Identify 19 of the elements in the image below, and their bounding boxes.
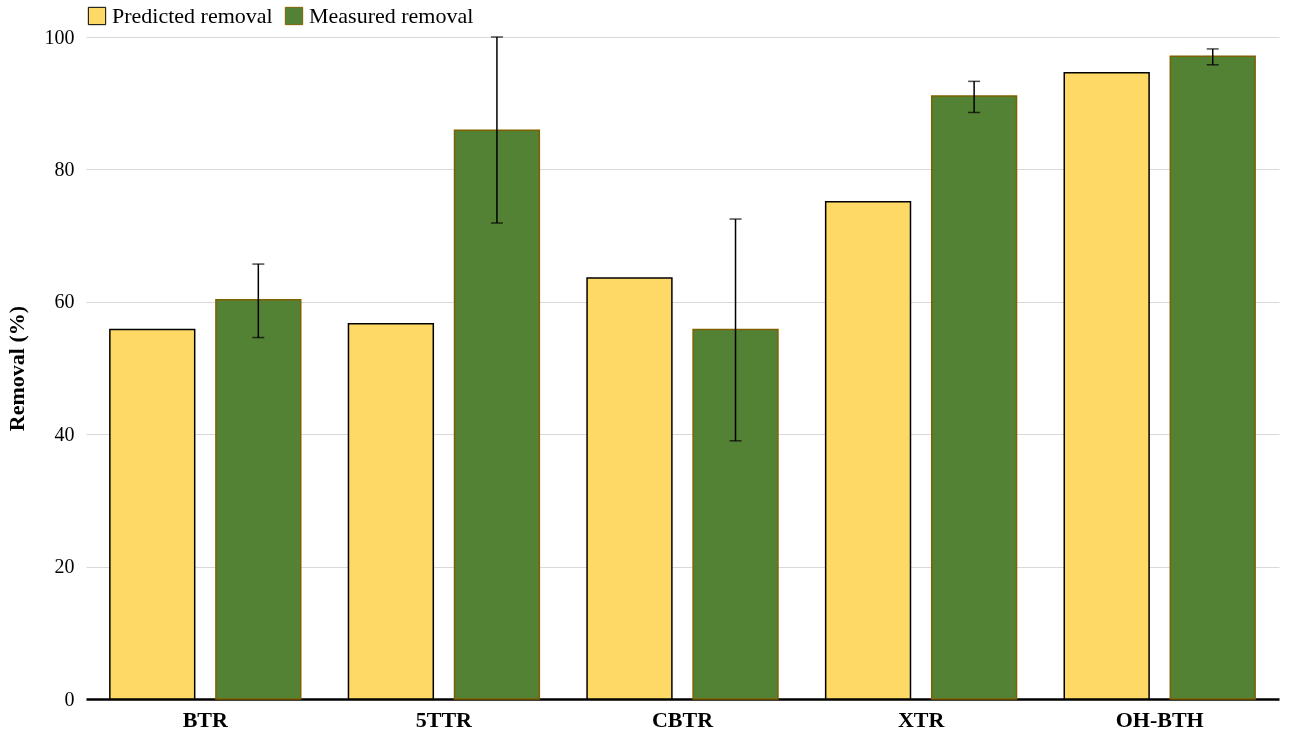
legend-label: Predicted removal [112, 3, 273, 28]
y-tick-label: 40 [54, 422, 75, 445]
x-tick-label: OH-BTH [1115, 706, 1204, 732]
y-tick-label: 80 [54, 157, 75, 180]
x-tick-label: XTR [897, 706, 946, 732]
bar [1169, 55, 1256, 700]
legend-label: Measured removal [309, 3, 474, 28]
y-tick-label: 100 [44, 25, 75, 48]
bar [453, 129, 541, 700]
bar [930, 95, 1018, 700]
bar [692, 328, 779, 700]
y-tick-label: 20 [54, 555, 75, 578]
bar [215, 299, 302, 700]
y-tick-label: 60 [54, 290, 75, 313]
y-tick-label: 0 [64, 687, 75, 710]
x-tick-label: CBTR [651, 706, 715, 732]
y-axis-title: Removal (%) [3, 305, 29, 432]
x-tick-label: BTR [182, 706, 230, 732]
x-tick-label: 5TTR [415, 706, 474, 732]
